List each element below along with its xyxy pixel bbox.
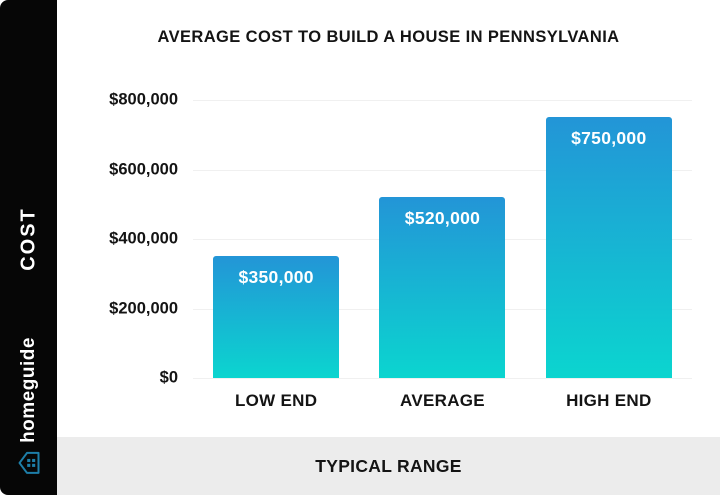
bar-average: $520,000 — [379, 197, 506, 378]
y-axis-tick-label: $800,000 — [109, 90, 178, 109]
y-axis-tick-label: $400,000 — [109, 229, 178, 248]
bar-high-end: $750,000 — [545, 117, 672, 378]
y-axis-tick-label: $600,000 — [109, 160, 178, 178]
gridline — [193, 169, 692, 171]
bar-chart-plot-area: $350,000 $520,000 $750,000 — [193, 100, 692, 379]
gridline — [193, 100, 692, 101]
gridline — [193, 378, 692, 379]
x-axis-category-label-low-end: LOW END — [234, 391, 318, 410]
bar-slot-low-end: $350,000 — [193, 100, 359, 378]
homeguide-logo: homeguide — [17, 337, 41, 475]
bars-layer: $350,000 $520,000 $750,000 — [193, 100, 692, 378]
y-axis-tick-label: $0 — [159, 368, 178, 387]
bar-value-label: $350,000 — [238, 267, 314, 287]
x-axis-title: TYPICAL RANGE — [315, 455, 462, 476]
bar-slot-high-end: $750,000 — [526, 100, 692, 378]
homeguide-wordmark: homeguide — [17, 337, 39, 443]
bar-value-label: $520,000 — [404, 208, 481, 228]
chart-title: AVERAGE COST TO BUILD A HOUSE IN PENNSYL… — [157, 28, 620, 46]
y-axis-tick-label: $200,000 — [109, 299, 178, 317]
homeguide-house-icon — [18, 451, 39, 474]
x-axis-title-bar: TYPICAL RANGE — [57, 437, 720, 495]
left-sidebar: COST homeguide — [0, 0, 57, 495]
bar-low-end: $350,000 — [213, 256, 340, 378]
y-axis-tick-labels: $0 $200,000 $400,000 $600,000 $800,000 — [58, 91, 178, 387]
x-axis-category-label-high-end: HIGH END — [566, 391, 652, 410]
bar-slot-average: $520,000 — [359, 100, 525, 378]
bar-value-label: $750,000 — [571, 128, 647, 148]
y-axis-title: COST — [17, 207, 39, 271]
x-axis-category-labels: LOW END AVERAGE HIGH END — [193, 391, 692, 411]
x-axis-category-label-average: AVERAGE — [400, 391, 485, 410]
